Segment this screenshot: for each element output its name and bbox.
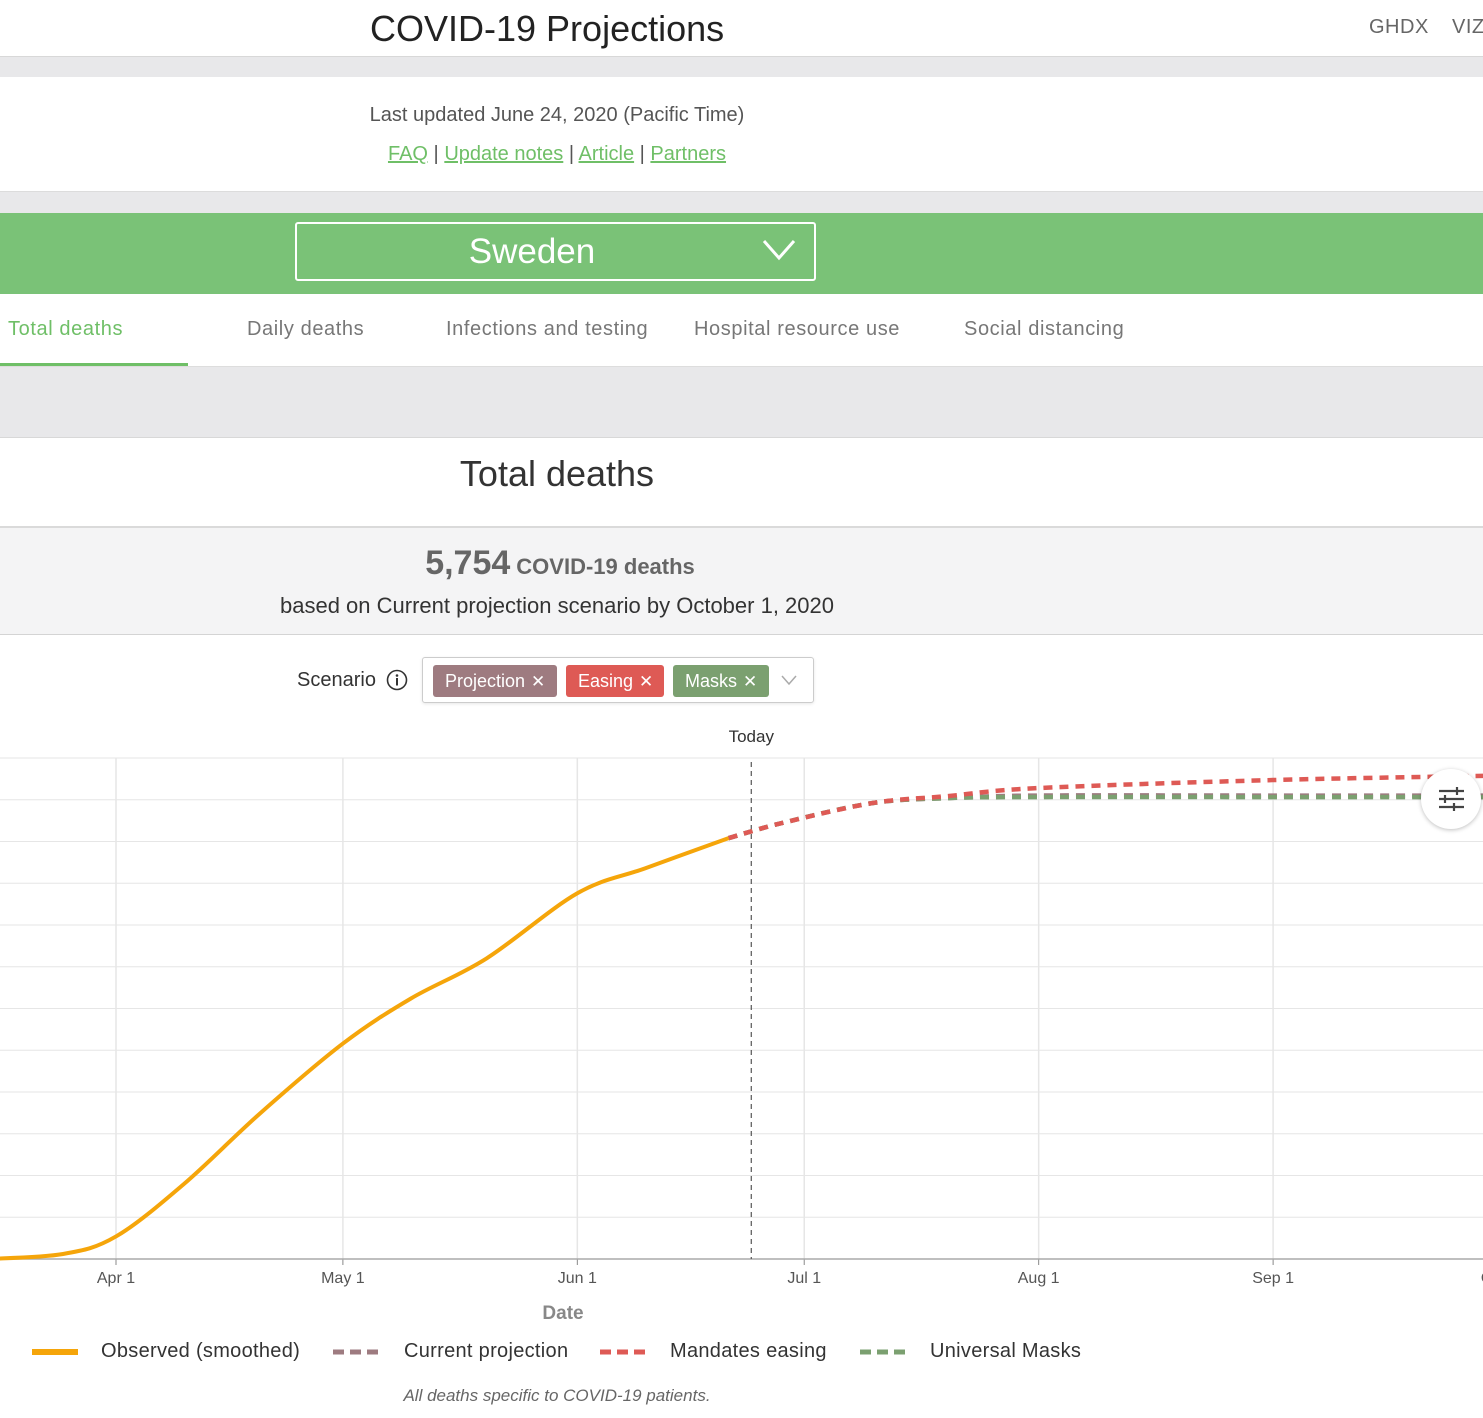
spacer	[0, 367, 1483, 438]
legend-label-masks[interactable]: Universal Masks	[930, 1340, 1082, 1362]
tab-social-distancing[interactable]: Social distancing	[964, 318, 1125, 340]
chip-label: Easing	[578, 671, 634, 691]
total-deaths-chart: Apr 1 May 1 Jun 1 Jul 1 Aug 1 Sep 1 Oct 1 Today…	[0, 727, 1483, 1324]
x-tick-label: Oct 1	[1481, 1270, 1483, 1287]
legend-swatch-observed	[32, 1349, 78, 1355]
link-separator: |	[568, 143, 575, 165]
close-icon[interactable]: ✕	[531, 672, 546, 691]
series-line-observed-smoothed	[0, 836, 730, 1261]
x-tick-label: May 1	[321, 1270, 365, 1287]
scenario-chip-masks[interactable]: Masks ✕	[673, 665, 769, 697]
legend-label-easing[interactable]: Mandates easing	[670, 1340, 827, 1362]
legend-swatch-masks	[860, 1349, 906, 1355]
x-tick-label: Jul 1	[787, 1270, 821, 1287]
section-title: Total deaths	[459, 453, 655, 494]
spacer	[0, 192, 1483, 213]
death-summary: 5,754 COVID-19 deaths	[0, 544, 1120, 583]
series-line-universal-masks	[727, 794, 1483, 841]
chart-footnote: All deaths specific to COVID-19 patients…	[403, 1386, 711, 1405]
update-info-panel	[0, 77, 1483, 192]
info-icon[interactable]	[386, 669, 408, 691]
link-separator: |	[433, 143, 439, 165]
summary-panel	[0, 528, 1483, 635]
faq-link[interactable]: FAQ	[387, 143, 428, 165]
scenario-chip-easing[interactable]: Easing ✕	[566, 665, 664, 697]
summary-subtitle: based on Current projection scenario by …	[280, 593, 834, 618]
nav-link-ghdx[interactable]: GHDX	[1369, 16, 1429, 38]
section-header	[0, 438, 1483, 528]
series-line-current-projection	[727, 793, 1483, 841]
chevron-down-icon	[762, 240, 796, 261]
death-count: 5,754	[425, 544, 511, 582]
article-link[interactable]: Article	[578, 143, 635, 165]
legend-swatch-current	[333, 1349, 379, 1355]
chip-label: Masks	[685, 671, 738, 691]
tab-total-deaths[interactable]: Total deaths	[8, 318, 124, 340]
death-unit: COVID-19 deaths	[516, 554, 695, 579]
app-title: COVID-19 Projections	[370, 8, 725, 49]
close-icon[interactable]: ✕	[743, 672, 758, 691]
tab-daily-deaths[interactable]: Daily deaths	[247, 318, 365, 340]
scenario-multiselect[interactable]: Projection ✕ Easing ✕ Masks ✕	[422, 657, 814, 703]
series-line-mandates-easing	[727, 773, 1483, 841]
x-tick-label: Sep 1	[1252, 1270, 1294, 1287]
location-selected-value: Sweden	[468, 232, 596, 271]
partners-link[interactable]: Partners	[650, 143, 727, 165]
chart-settings-button[interactable]	[1421, 769, 1481, 829]
sliders-icon	[1439, 787, 1464, 811]
x-tick-label: Aug 1	[1018, 1270, 1060, 1287]
location-dropdown[interactable]: Sweden	[295, 222, 816, 281]
legend-label-current[interactable]: Current projection	[404, 1340, 569, 1362]
chevron-down-icon[interactable]	[781, 673, 797, 687]
nav-link-viz[interactable]: VIZ	[1452, 16, 1483, 38]
scenario-label: Scenario	[297, 669, 376, 691]
active-tab-indicator	[0, 363, 188, 366]
x-tick-label: Apr 1	[97, 1270, 135, 1287]
today-label: Today	[729, 727, 775, 746]
tab-bar: Total deaths Daily deaths Infections and…	[0, 294, 1483, 367]
legend-swatch-easing	[600, 1349, 646, 1355]
x-axis-title: Date	[542, 1303, 583, 1324]
spacer	[0, 57, 1483, 77]
legend-label-observed[interactable]: Observed (smoothed)	[101, 1340, 301, 1362]
tab-infections-testing[interactable]: Infections and testing	[446, 318, 649, 340]
x-tick-label: Jun 1	[558, 1270, 597, 1287]
link-separator: |	[639, 143, 645, 165]
scenario-chip-projection[interactable]: Projection ✕	[433, 665, 557, 697]
tab-hospital-resource-use[interactable]: Hospital resource use	[694, 318, 901, 340]
top-header	[0, 0, 1483, 57]
chip-label: Projection	[445, 671, 526, 691]
close-icon[interactable]: ✕	[639, 672, 654, 691]
last-updated-text: Last updated June 24, 2020 (Pacific Time…	[369, 104, 745, 126]
update-notes-link[interactable]: Update notes	[444, 143, 564, 165]
info-links: FAQ | Update notes | Article | Partners	[0, 143, 1114, 166]
